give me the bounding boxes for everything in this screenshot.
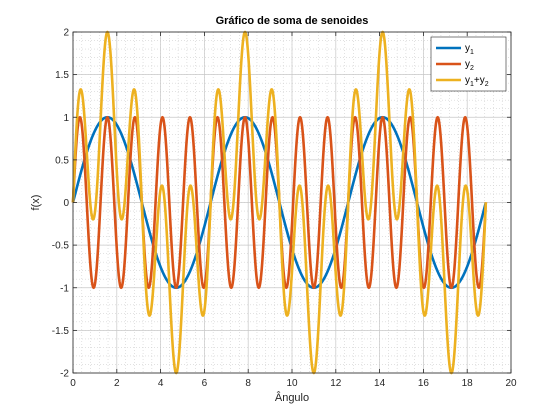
x-tick-label: 12 xyxy=(330,378,342,389)
y-tick-label: -1 xyxy=(60,283,69,294)
x-tick-label: 2 xyxy=(114,378,120,389)
x-tick-label: 16 xyxy=(418,378,430,389)
y-tick-label: 1 xyxy=(63,113,69,124)
ticks xyxy=(72,31,512,374)
y-tick-label: -1.5 xyxy=(52,326,70,337)
x-tick-label: 8 xyxy=(245,378,251,389)
legend-label-y1-plus-y2: y1+y2 xyxy=(465,75,489,88)
tick-labels: 0 2 4 6 8 10 12 14 16 18 20 -2 -1.5 -1 -0.5 0 0.5 1 1.5 2 xyxy=(52,28,517,390)
x-tick-label: 20 xyxy=(505,378,517,389)
chart-title: Gráfico de soma de senoides xyxy=(216,15,369,27)
legend: y1 y2 y1+y2 xyxy=(430,36,507,92)
series-line-y1-plus-y2 xyxy=(71,30,488,375)
x-tick-label: 0 xyxy=(70,378,76,389)
series-layer xyxy=(71,30,488,375)
x-tick-label: 10 xyxy=(286,378,298,389)
y-tick-label: -2 xyxy=(60,369,69,380)
x-tick-label: 4 xyxy=(158,378,164,389)
y-tick-label: 0.5 xyxy=(55,155,69,166)
y-tick-label: -0.5 xyxy=(52,241,70,252)
y-axis-label: f(x) xyxy=(30,195,42,211)
y-tick-label: 2 xyxy=(63,28,69,39)
legend-label-y2: y2 xyxy=(465,59,474,72)
x-tick-label: 18 xyxy=(462,378,474,389)
x-tick-label: 6 xyxy=(202,378,208,389)
y-tick-label: 1.5 xyxy=(55,70,69,81)
y-tick-label: 0 xyxy=(63,198,69,209)
x-axis-label: Ângulo xyxy=(275,391,309,404)
x-tick-label: 14 xyxy=(374,378,386,389)
legend-label-y1: y1 xyxy=(465,43,474,56)
